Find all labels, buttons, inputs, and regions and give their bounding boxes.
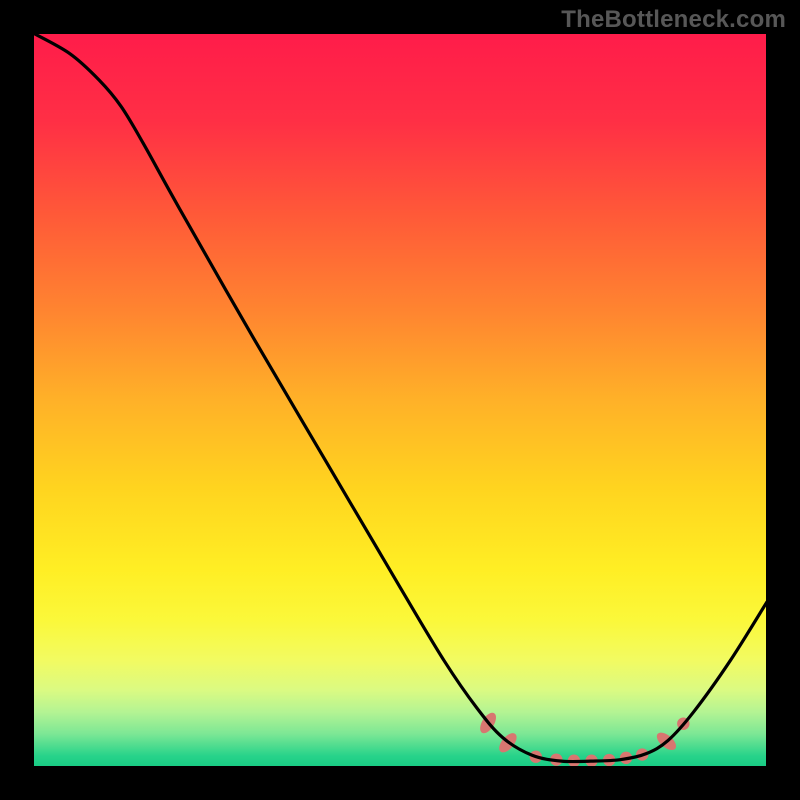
chart-stage: TheBottleneck.com (0, 0, 800, 800)
watermark-label: TheBottleneck.com (561, 6, 786, 34)
chart-svg (0, 0, 800, 800)
